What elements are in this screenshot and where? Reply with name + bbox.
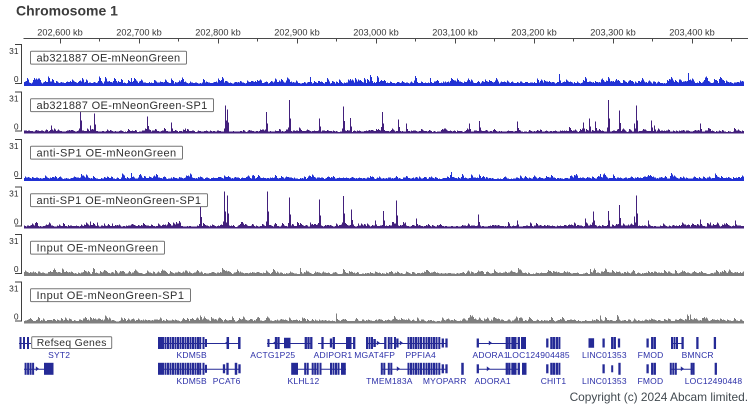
svg-text:FMOD: FMOD (638, 350, 664, 360)
svg-text:31: 31 (9, 141, 19, 151)
svg-text:LINC01353: LINC01353 (582, 376, 627, 386)
svg-text:0: 0 (14, 217, 19, 227)
svg-text:202,900 kb: 202,900 kb (274, 28, 319, 38)
svg-text:202,800 kb: 202,800 kb (195, 28, 240, 38)
svg-text:anti-SP1 OE-mNeonGreen: anti-SP1 OE-mNeonGreen (37, 148, 177, 160)
svg-text:203,100 kb: 203,100 kb (432, 28, 477, 38)
svg-text:ACTG1P25: ACTG1P25 (250, 350, 295, 360)
svg-text:203,000 kb: 203,000 kb (353, 28, 398, 38)
svg-text:202,700 kb: 202,700 kb (116, 28, 161, 38)
svg-text:KLHL12: KLHL12 (288, 376, 320, 386)
svg-text:PPFIA4: PPFIA4 (405, 350, 436, 360)
svg-text:ADORA1: ADORA1 (475, 376, 511, 386)
svg-text:0: 0 (14, 264, 19, 274)
svg-text:0: 0 (14, 74, 19, 84)
svg-text:31: 31 (9, 236, 19, 246)
svg-text:TMEM183A: TMEM183A (366, 376, 413, 386)
svg-text:203,300 kb: 203,300 kb (590, 28, 635, 38)
svg-text:SYT2: SYT2 (48, 350, 70, 360)
svg-text:ab321887 OE-mNeonGreen-SP1: ab321887 OE-mNeonGreen-SP1 (37, 100, 208, 112)
svg-text:BMNCR: BMNCR (682, 350, 714, 360)
svg-text:MGAT4FP: MGAT4FP (354, 350, 395, 360)
svg-text:202,600 kb: 202,600 kb (37, 28, 82, 38)
svg-text:Input OE-mNeonGreen: Input OE-mNeonGreen (37, 243, 159, 255)
svg-text:31: 31 (9, 284, 19, 294)
svg-text:anti-SP1 OE-mNeonGreen-SP1: anti-SP1 OE-mNeonGreen-SP1 (37, 195, 202, 207)
svg-text:ADIPOR1: ADIPOR1 (314, 350, 353, 360)
svg-text:KDM5B: KDM5B (177, 350, 207, 360)
svg-text:KDM5B: KDM5B (177, 376, 207, 386)
svg-text:ADORA1: ADORA1 (473, 350, 509, 360)
svg-text:PCAT6: PCAT6 (213, 376, 241, 386)
svg-text:ab321887 OE-mNeonGreen: ab321887 OE-mNeonGreen (37, 53, 181, 65)
svg-text:CHIT1: CHIT1 (541, 376, 567, 386)
svg-text:0: 0 (14, 122, 19, 132)
svg-text:Chromosome 1: Chromosome 1 (16, 3, 118, 19)
svg-text:LOC12490448: LOC12490448 (685, 376, 743, 386)
svg-text:31: 31 (9, 46, 19, 56)
svg-text:0: 0 (14, 312, 19, 322)
svg-text:31: 31 (9, 189, 19, 199)
svg-text:Refseq Genes: Refseq Genes (37, 338, 107, 349)
svg-text:LINC01353: LINC01353 (582, 350, 627, 360)
svg-text:203,200 kb: 203,200 kb (511, 28, 556, 38)
svg-text:0: 0 (14, 169, 19, 179)
svg-text:Input OE-mNeonGreen-SP1: Input OE-mNeonGreen-SP1 (37, 290, 185, 302)
svg-text:Copyright (c) 2024 Abcam limit: Copyright (c) 2024 Abcam limited. (570, 390, 748, 404)
svg-text:LOC124904485: LOC124904485 (507, 350, 569, 360)
svg-text:31: 31 (9, 94, 19, 104)
svg-text:FMOD: FMOD (637, 376, 663, 386)
svg-text:203,400 kb: 203,400 kb (669, 28, 714, 38)
svg-text:MYOPARR: MYOPARR (423, 376, 467, 386)
